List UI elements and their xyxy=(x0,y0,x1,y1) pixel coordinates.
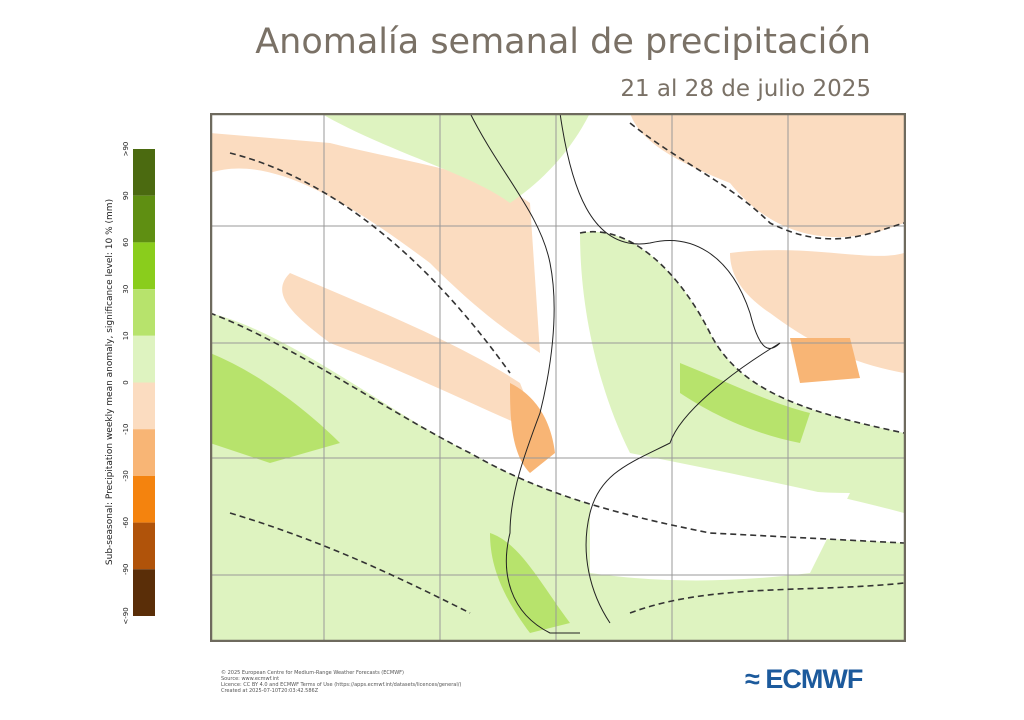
legend-tick-label: -10 xyxy=(122,423,130,434)
legend-swatch xyxy=(133,195,155,243)
footer-line: Licence: CC BY 4.0 and ECMWF Terms of Us… xyxy=(221,682,462,688)
legend-swatch xyxy=(133,569,155,616)
legend-swatch xyxy=(133,289,155,336)
footer-line: Source: www.ecmwf.int xyxy=(221,676,280,682)
footer: © 2025 European Centre for Medium-Range … xyxy=(221,670,461,694)
title: Anomalía semanal de precipitación xyxy=(255,22,871,62)
legend-tick-label: 30 xyxy=(122,285,130,294)
legend-swatch xyxy=(133,429,155,476)
legend-tick-label: >90 xyxy=(122,142,130,157)
logo-text: ECMWF xyxy=(765,664,863,694)
legend-swatch xyxy=(133,382,155,430)
legend-tick-label: -30 xyxy=(122,470,130,481)
legend-tick-label: 10 xyxy=(122,331,130,340)
legend-swatch xyxy=(133,242,155,290)
legend-swatch xyxy=(133,149,155,196)
legend-swatch xyxy=(133,335,155,383)
borders xyxy=(469,113,781,634)
footer-line: Created at 2025-07-10T20:03:42.586Z xyxy=(221,688,319,694)
map-frame xyxy=(210,113,906,642)
legend-label: Sub-seasonal: Precipitation weekly mean … xyxy=(105,199,115,565)
anomaly-areas xyxy=(210,113,904,640)
footer-line: © 2025 European Centre for Medium-Range … xyxy=(221,670,404,676)
legend-tick-label: -60 xyxy=(122,517,130,528)
legend-tick-label: 90 xyxy=(122,191,130,200)
graticule xyxy=(211,114,905,641)
subtitle: 21 al 28 de julio 2025 xyxy=(620,76,871,102)
legend-swatch xyxy=(133,475,155,523)
legend: Sub-seasonal: Precipitation weekly mean … xyxy=(105,142,155,625)
legend-tick-label: -90 xyxy=(122,564,130,575)
legend-swatch xyxy=(133,522,155,570)
legend-tick-label: 60 xyxy=(122,238,130,247)
legend-tick-label: <-90 xyxy=(122,607,130,624)
map xyxy=(210,113,906,642)
significance-contours xyxy=(210,122,905,614)
logo: ≈ ECMWF xyxy=(745,664,863,694)
legend-tick-label: 0 xyxy=(122,380,130,384)
